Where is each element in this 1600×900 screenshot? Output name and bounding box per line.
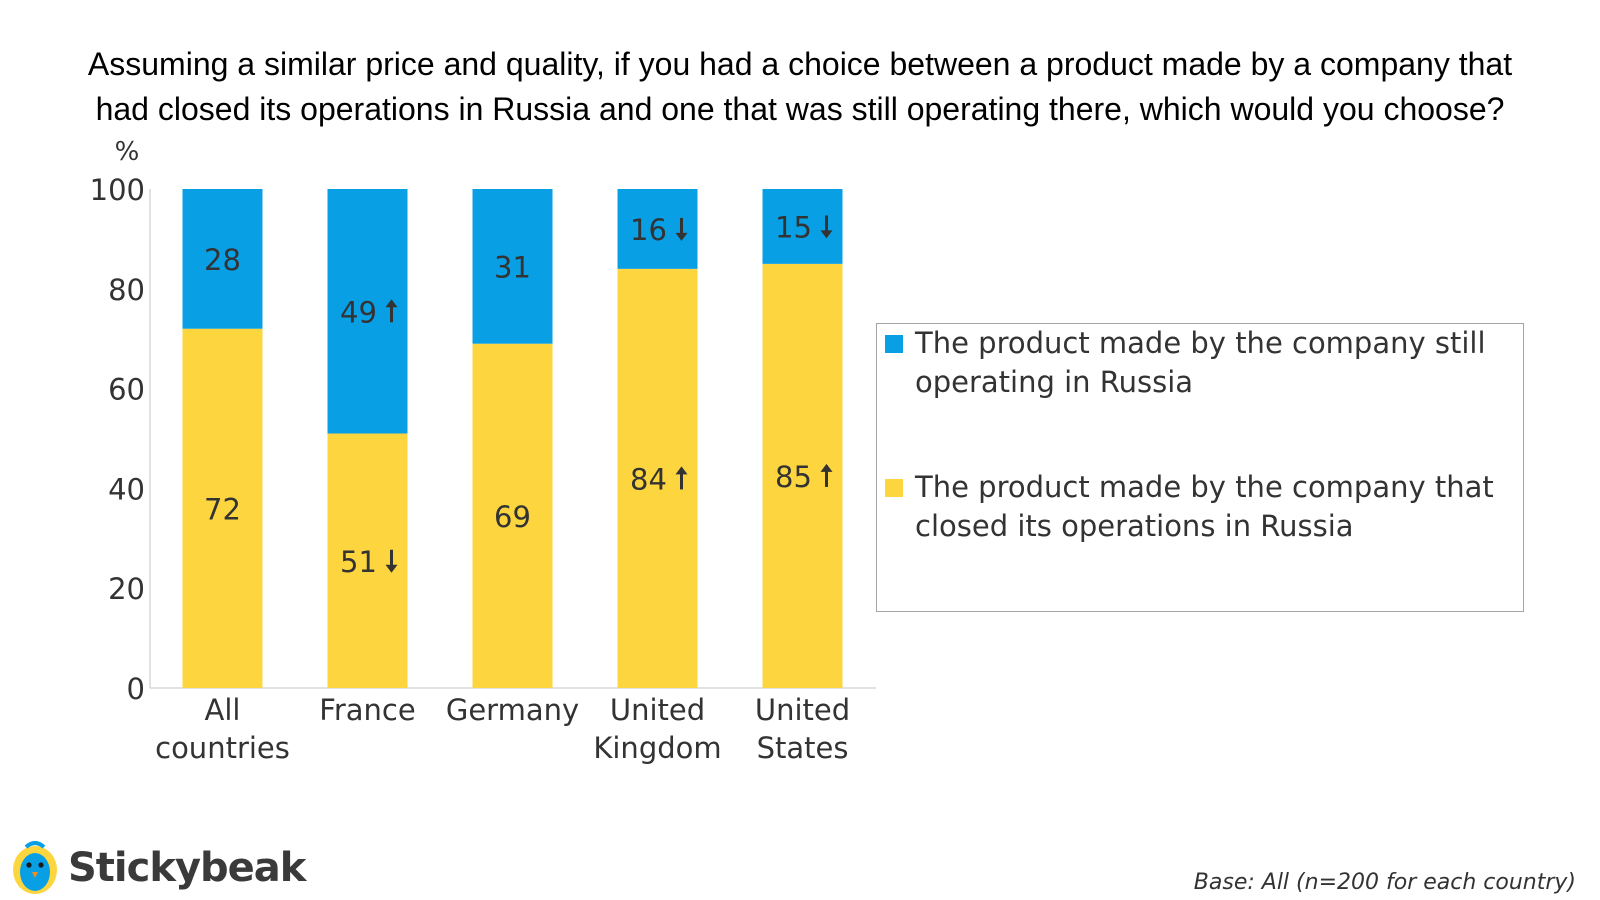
arrow-up-icon [385,299,398,323]
chart-legend: The product made by the company still op… [876,323,1524,612]
legend-label: The product made by the company still op… [915,326,1486,399]
arrow-down-icon [820,215,833,239]
bar-segment-closed-operations [327,433,408,688]
chart-title: Assuming a similar price and quality, if… [20,42,1580,132]
bar-segment-still-operating [182,189,263,329]
bar-segment-closed-operations [182,328,263,688]
bar-segment-still-operating [327,189,408,434]
x-category-label: countries [155,731,290,765]
bar-segment-still-operating [617,189,698,269]
x-category-label: Germany [446,693,579,727]
stacked-bar-chart: 0 20 40 60 80 100% 72 28 All countries 51 49 France 6… [90,137,876,765]
bar-segment-still-operating [472,189,553,344]
y-tick-label: 20 [108,572,145,606]
y-tick-label: 60 [108,373,145,407]
x-category-label: States [757,731,849,765]
data-label: 84 [630,462,667,496]
title-line-1: Assuming a similar price and quality, if… [87,46,1513,82]
data-label: 15 [775,210,812,244]
legend-swatch-yellow [885,479,903,497]
brand-logo: Stickybeak [10,840,306,896]
x-category-label: United [610,693,705,727]
legend-swatch-blue [885,335,903,353]
x-category-label: United [755,693,850,727]
data-label: 16 [630,213,667,247]
brand-name: Stickybeak [68,845,306,891]
legend-item-still-operating: The product made by the company still op… [885,324,1515,402]
data-label: 49 [340,295,377,329]
y-tick-label: 80 [108,273,145,307]
x-category-label: Kingdom [593,731,721,765]
data-label: 28 [204,243,241,277]
data-label: 69 [494,500,531,534]
data-label: 72 [204,492,241,526]
arrow-down-icon [675,217,688,241]
bar-segment-closed-operations [472,343,553,688]
y-tick-label: 100 [90,173,145,207]
legend-label: The product made by the company that clo… [915,470,1494,543]
title-line-2: had closed its operations in Russia and … [95,91,1505,127]
y-tick-label: 0 [127,672,145,706]
data-label: 85 [775,460,812,494]
arrow-up-icon [820,463,833,487]
y-tick-label: 40 [108,472,145,506]
bird-icon [13,841,57,894]
bar-segment-closed-operations [762,263,843,688]
data-label: 31 [494,250,531,284]
x-category-label: France [319,693,415,727]
data-label: 51 [340,545,377,579]
arrow-up-icon [675,466,688,490]
y-axis-unit-label: % [115,137,140,167]
base-footnote: Base: All (n=200 for each country) [1193,870,1576,895]
arrow-down-icon [385,549,398,573]
bar-segment-closed-operations [617,268,698,688]
bar-segment-still-operating [762,189,843,264]
x-category-label: All [205,693,241,727]
legend-item-closed-operations: The product made by the company that clo… [885,468,1515,546]
